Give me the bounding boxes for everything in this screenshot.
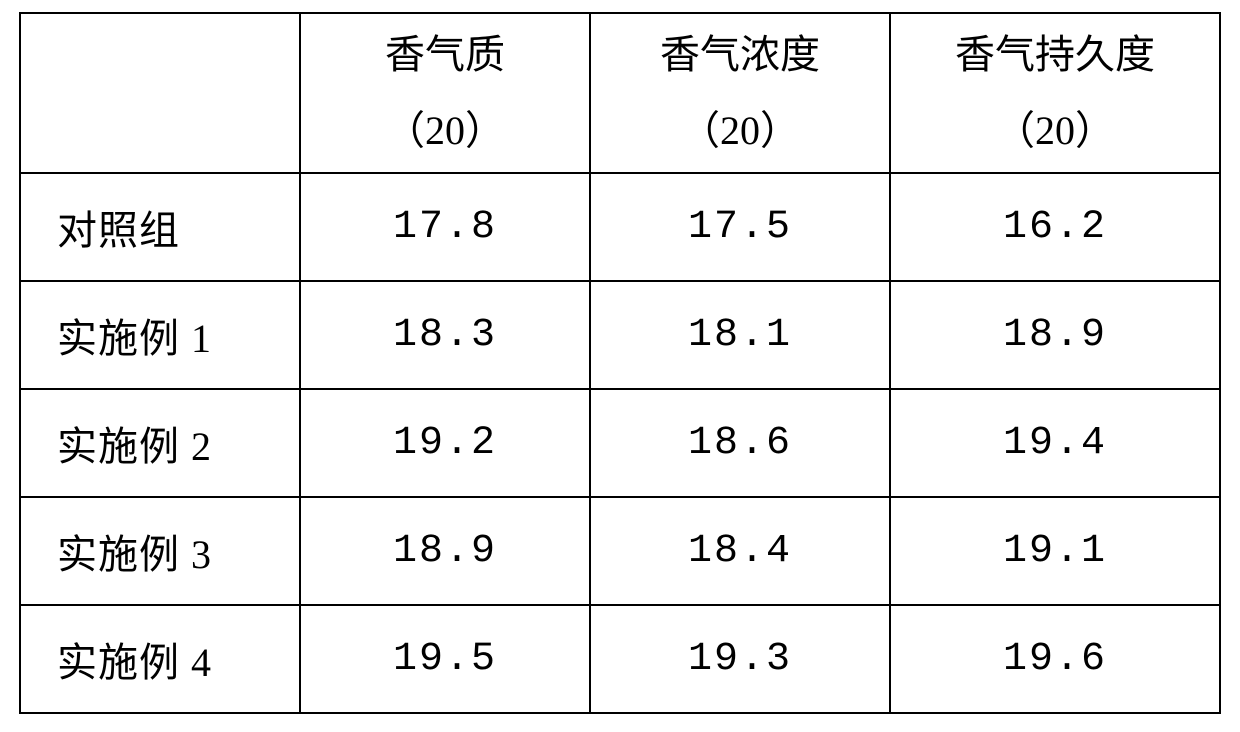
table-header-aroma-quality: 香气质 （20） (300, 13, 590, 173)
table-row: 对照组 17.8 17.5 16.2 (20, 173, 1220, 281)
table-header-blank (20, 13, 300, 173)
header-line2: （20） (309, 93, 581, 169)
row-label: 对照组 (20, 173, 300, 281)
row-label: 实施例 1 (20, 281, 300, 389)
table-row: 实施例 3 18.9 18.4 19.1 (20, 497, 1220, 605)
cell-value: 18.9 (890, 281, 1220, 389)
row-label: 实施例 2 (20, 389, 300, 497)
row-label: 实施例 4 (20, 605, 300, 713)
table-header-aroma-persistence: 香气持久度 （20） (890, 13, 1220, 173)
table-row: 实施例 4 19.5 19.3 19.6 (20, 605, 1220, 713)
table-row: 实施例 1 18.3 18.1 18.9 (20, 281, 1220, 389)
cell-value: 19.1 (890, 497, 1220, 605)
cell-value: 18.6 (590, 389, 890, 497)
table-row: 实施例 2 19.2 18.6 19.4 (20, 389, 1220, 497)
cell-value: 17.5 (590, 173, 890, 281)
cell-value: 18.1 (590, 281, 890, 389)
header-line1: 香气质 (309, 17, 581, 93)
header-line2: （20） (899, 93, 1211, 169)
row-label: 实施例 3 (20, 497, 300, 605)
header-line1: 香气浓度 (599, 17, 881, 93)
table-header-aroma-concentration: 香气浓度 （20） (590, 13, 890, 173)
cell-value: 19.2 (300, 389, 590, 497)
cell-value: 19.6 (890, 605, 1220, 713)
cell-value: 19.5 (300, 605, 590, 713)
data-table-container: 香气质 （20） 香气浓度 （20） 香气持久度 （20） 对照组 17.8 1… (19, 12, 1221, 714)
cell-value: 18.3 (300, 281, 590, 389)
cell-value: 18.9 (300, 497, 590, 605)
cell-value: 16.2 (890, 173, 1220, 281)
table-header-row: 香气质 （20） 香气浓度 （20） 香气持久度 （20） (20, 13, 1220, 173)
cell-value: 18.4 (590, 497, 890, 605)
header-line1: 香气持久度 (899, 17, 1211, 93)
cell-value: 17.8 (300, 173, 590, 281)
header-line2: （20） (599, 93, 881, 169)
cell-value: 19.3 (590, 605, 890, 713)
data-table: 香气质 （20） 香气浓度 （20） 香气持久度 （20） 对照组 17.8 1… (19, 12, 1221, 714)
cell-value: 19.4 (890, 389, 1220, 497)
